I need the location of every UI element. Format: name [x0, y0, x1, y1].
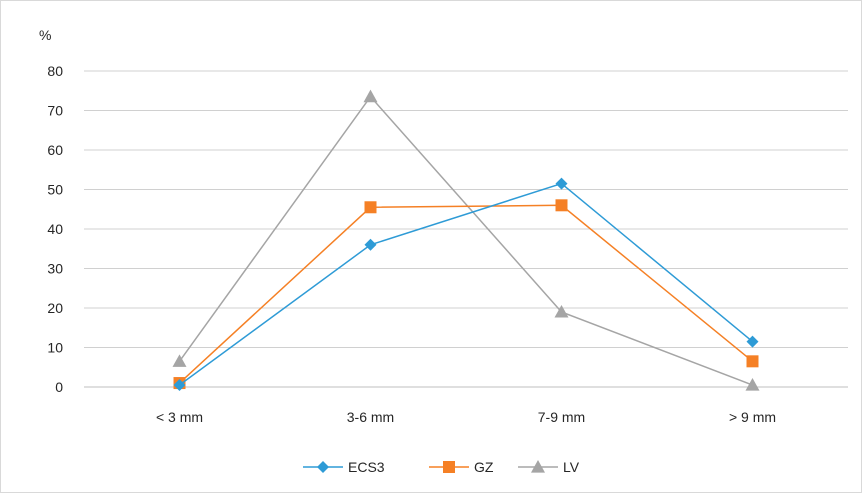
- data-point-gz: [746, 355, 759, 368]
- data-point-lv: [745, 378, 760, 391]
- series-ecs3: [173, 177, 759, 392]
- series-line-ecs3: [179, 182, 753, 386]
- x-tick-label: 7-9 mm: [538, 409, 585, 425]
- y-tick-label: 20: [47, 300, 63, 316]
- legend-marker-ecs3: [317, 461, 329, 473]
- data-point-ecs3: [364, 238, 377, 251]
- y-tick-label: 70: [47, 103, 63, 119]
- legend-marker-lv: [531, 460, 545, 473]
- legend-item-gz: GZ: [429, 459, 494, 475]
- data-point-ecs3: [746, 335, 759, 348]
- data-point-lv: [363, 89, 378, 103]
- y-tick-label: 80: [47, 63, 63, 79]
- y-tick-label: 10: [47, 340, 63, 356]
- data-point-gz: [364, 201, 377, 214]
- legend-marker-gz: [443, 461, 455, 473]
- legend-label-lv: LV: [563, 459, 580, 475]
- legend-label-ecs3: ECS3: [348, 459, 385, 475]
- legend: ECS3 GZ LV: [303, 459, 580, 475]
- series-gz: [173, 199, 759, 390]
- y-tick-label: 40: [47, 221, 63, 237]
- y-tick-label: 0: [55, 379, 63, 395]
- y-tick-label: 60: [47, 142, 63, 158]
- series-lines: [172, 89, 760, 392]
- y-tick-label: 50: [47, 182, 63, 198]
- x-tick-label: 3-6 mm: [347, 409, 394, 425]
- x-tick-labels: < 3 mm 3-6 mm 7-9 mm > 9 mm: [156, 409, 776, 425]
- data-point-ecs3: [555, 177, 568, 190]
- x-tick-label: > 9 mm: [729, 409, 776, 425]
- data-point-ecs3: [173, 379, 186, 392]
- y-tick-label: 30: [47, 261, 63, 277]
- y-tick-labels: 0 10 20 30 40 50 60 70 80: [47, 63, 63, 395]
- legend-item-ecs3: ECS3: [303, 459, 385, 475]
- legend-label-gz: GZ: [474, 459, 494, 475]
- data-point-gz: [555, 199, 568, 212]
- x-tick-label: < 3 mm: [156, 409, 203, 425]
- series-line-gz: [178, 204, 753, 384]
- gridlines: [84, 70, 848, 388]
- data-point-lv: [172, 354, 187, 367]
- legend-item-lv: LV: [518, 459, 580, 475]
- y-axis-unit-label: %: [39, 27, 51, 43]
- series-line-lv: [178, 95, 753, 386]
- series-lv: [172, 89, 760, 391]
- data-point-lv: [554, 304, 569, 318]
